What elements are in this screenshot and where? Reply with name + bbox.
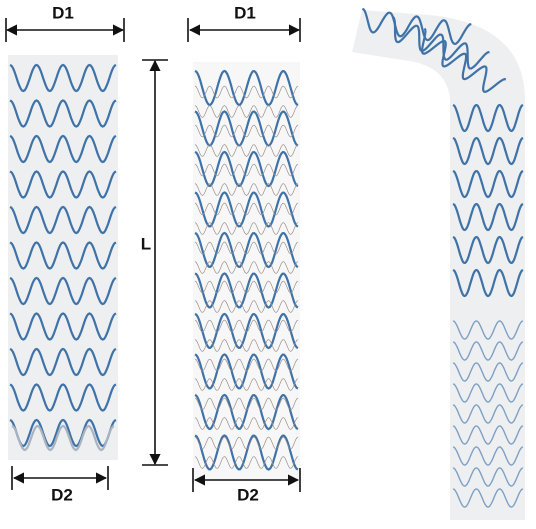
stent-ring — [452, 488, 524, 508]
stent-mesh — [194, 241, 299, 255]
stent-ring — [452, 404, 524, 424]
dimension-label: L — [141, 234, 151, 253]
stent-mesh — [194, 436, 299, 450]
stent-ring — [9, 418, 117, 448]
stent-ring — [452, 425, 524, 445]
stent-mesh — [194, 105, 299, 118]
stent-mesh — [194, 85, 299, 99]
stent-mesh — [194, 280, 299, 294]
stent-ring — [452, 467, 524, 487]
stent-ring — [452, 446, 524, 466]
stent-ring — [452, 235, 524, 265]
stent-ring — [194, 69, 299, 107]
stent-ring — [452, 268, 524, 298]
stent-ring — [194, 353, 299, 390]
dimension-label: D1 — [234, 3, 256, 22]
stent-ring — [452, 383, 524, 403]
stent-ring — [194, 191, 299, 228]
stent-ring — [452, 202, 524, 232]
dimension-label: D1 — [52, 3, 74, 22]
stent-ring — [9, 312, 117, 341]
stent-ring — [9, 383, 117, 412]
stent-mesh — [194, 397, 299, 411]
stent-mesh — [194, 417, 299, 430]
stent-ring — [194, 434, 299, 471]
dimension-label: D2 — [51, 485, 73, 504]
stent-ring — [9, 276, 117, 306]
stent-ring — [452, 103, 524, 133]
stent-mesh — [194, 202, 299, 216]
stent-ring — [194, 150, 299, 188]
stent-ring — [392, 16, 490, 70]
stent-ring — [194, 272, 299, 309]
stent-mesh — [194, 339, 299, 352]
right-stent-outline — [352, 40, 452, 520]
stent-ring — [452, 341, 524, 361]
stent-ring — [194, 110, 299, 147]
stent-mesh — [194, 124, 299, 138]
stent-ring — [9, 63, 117, 93]
stent-ring — [11, 424, 115, 452]
stent-mesh — [194, 261, 299, 274]
stent-ring — [9, 99, 117, 128]
stent-ring — [9, 170, 117, 199]
stent-mesh — [194, 144, 299, 157]
stent-ring — [452, 169, 524, 199]
dimension-label: D2 — [237, 485, 259, 504]
stent-ring — [9, 134, 117, 164]
stent-mesh — [194, 319, 299, 333]
stent-ring — [452, 362, 524, 382]
stent-ring — [194, 393, 299, 431]
right-stent-graft — [352, 10, 525, 520]
stent-ring — [194, 312, 299, 350]
left-stent-graft — [8, 55, 118, 460]
stent-ring — [9, 205, 117, 235]
stent-mesh — [194, 163, 299, 177]
stent-mesh — [194, 358, 299, 372]
stent-ring — [361, 7, 472, 46]
stent-ring — [420, 27, 507, 93]
stent-mesh — [194, 456, 299, 469]
stent-ring — [452, 136, 524, 166]
stent-ring — [9, 241, 117, 270]
stent-ring — [452, 320, 524, 340]
stent-mesh — [194, 300, 299, 313]
stent-mesh — [194, 378, 299, 391]
stent-mesh — [194, 183, 299, 196]
stent-mesh — [194, 222, 299, 235]
stent-drawings — [8, 7, 525, 520]
stent-ring — [9, 347, 117, 377]
